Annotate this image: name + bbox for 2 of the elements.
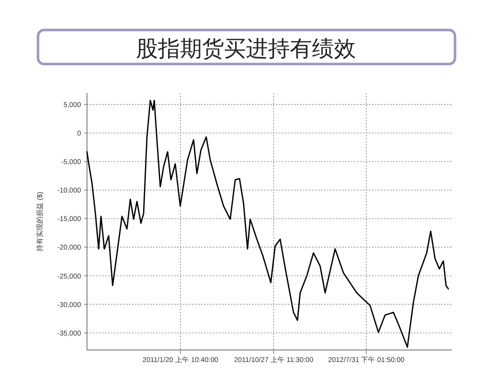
- line-series: [86, 100, 449, 348]
- chart-title: 股指期货买进持有绩效: [136, 36, 356, 61]
